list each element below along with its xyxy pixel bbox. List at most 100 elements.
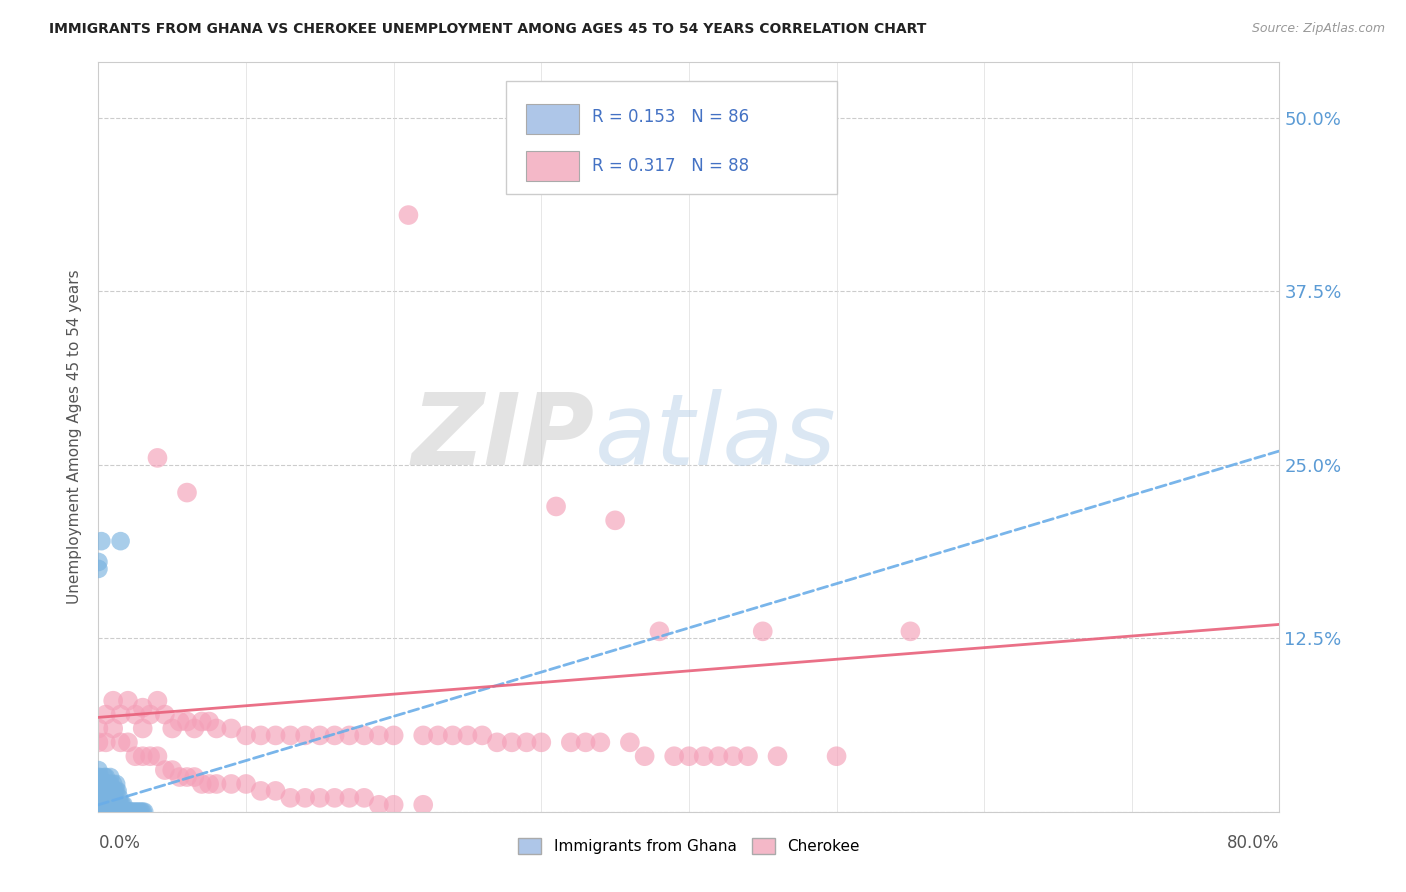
Point: [382, 728, 405, 742]
Point: [96, 805, 118, 819]
Point: [104, 784, 127, 798]
Point: [900, 624, 922, 639]
Point: [110, 707, 132, 722]
Point: [89, 797, 111, 812]
Point: [114, 805, 136, 819]
Point: [105, 777, 128, 791]
Point: [120, 805, 142, 819]
Point: [294, 728, 316, 742]
Point: [94, 735, 117, 749]
Point: [117, 735, 139, 749]
Point: [110, 805, 132, 819]
Point: [471, 728, 494, 742]
Point: [98, 797, 121, 812]
Point: [693, 749, 716, 764]
Text: R = 0.317   N = 88: R = 0.317 N = 88: [592, 157, 749, 175]
Point: [501, 735, 523, 749]
Point: [105, 797, 128, 812]
Point: [94, 770, 117, 784]
Point: [707, 749, 730, 764]
Point: [412, 728, 434, 742]
Point: [634, 749, 657, 764]
Point: [250, 784, 273, 798]
Legend: Immigrants from Ghana, Cherokee: Immigrants from Ghana, Cherokee: [512, 832, 866, 860]
Point: [103, 805, 125, 819]
Point: [100, 797, 122, 812]
Point: [162, 722, 183, 736]
Point: [108, 805, 131, 819]
Point: [105, 784, 128, 798]
Point: [98, 805, 121, 819]
Point: [323, 790, 346, 805]
Point: [111, 805, 134, 819]
Point: [91, 777, 114, 791]
Point: [105, 805, 128, 819]
Point: [103, 797, 125, 812]
Point: [132, 722, 155, 736]
Point: [103, 784, 125, 798]
Point: [94, 805, 117, 819]
Point: [111, 797, 134, 812]
Point: [191, 777, 214, 791]
Point: [560, 735, 582, 749]
Point: [87, 784, 110, 798]
Point: [132, 700, 155, 714]
Point: [169, 770, 191, 784]
Point: [132, 805, 155, 819]
Point: [678, 749, 700, 764]
Point: [100, 790, 122, 805]
Point: [94, 777, 117, 791]
Point: [294, 790, 316, 805]
Point: [93, 797, 115, 812]
Point: [93, 777, 115, 791]
Point: [264, 784, 287, 798]
Point: [93, 784, 115, 798]
Point: [91, 790, 114, 805]
Point: [90, 534, 112, 549]
Point: [97, 805, 120, 819]
Point: [110, 534, 132, 549]
Point: [103, 790, 125, 805]
Point: [87, 770, 110, 784]
Point: [162, 763, 183, 777]
Point: [176, 770, 198, 784]
Point: [110, 797, 132, 812]
Point: [90, 784, 112, 798]
Text: Source: ZipAtlas.com: Source: ZipAtlas.com: [1251, 22, 1385, 36]
Point: [110, 735, 132, 749]
Point: [87, 797, 110, 812]
Point: [87, 555, 110, 569]
Point: [198, 714, 221, 729]
Point: [382, 797, 405, 812]
Point: [323, 728, 346, 742]
Point: [107, 797, 129, 812]
Point: [104, 797, 127, 812]
Point: [183, 722, 205, 736]
Point: [457, 728, 479, 742]
Text: atlas: atlas: [595, 389, 837, 485]
Point: [191, 714, 214, 729]
Point: [100, 784, 122, 798]
Point: [97, 777, 120, 791]
Point: [91, 797, 114, 812]
Point: [198, 777, 221, 791]
Point: [235, 777, 257, 791]
FancyBboxPatch shape: [506, 81, 837, 194]
Point: [112, 805, 135, 819]
Point: [766, 749, 789, 764]
Point: [93, 805, 115, 819]
Point: [90, 797, 112, 812]
Point: [98, 777, 121, 791]
Point: [89, 770, 111, 784]
Point: [93, 770, 115, 784]
Point: [153, 707, 176, 722]
Point: [103, 722, 125, 736]
Point: [221, 777, 243, 791]
Point: [146, 450, 169, 465]
Point: [90, 790, 112, 805]
Point: [575, 735, 598, 749]
Point: [250, 728, 273, 742]
Point: [309, 790, 332, 805]
Point: [118, 805, 141, 819]
Point: [122, 805, 145, 819]
